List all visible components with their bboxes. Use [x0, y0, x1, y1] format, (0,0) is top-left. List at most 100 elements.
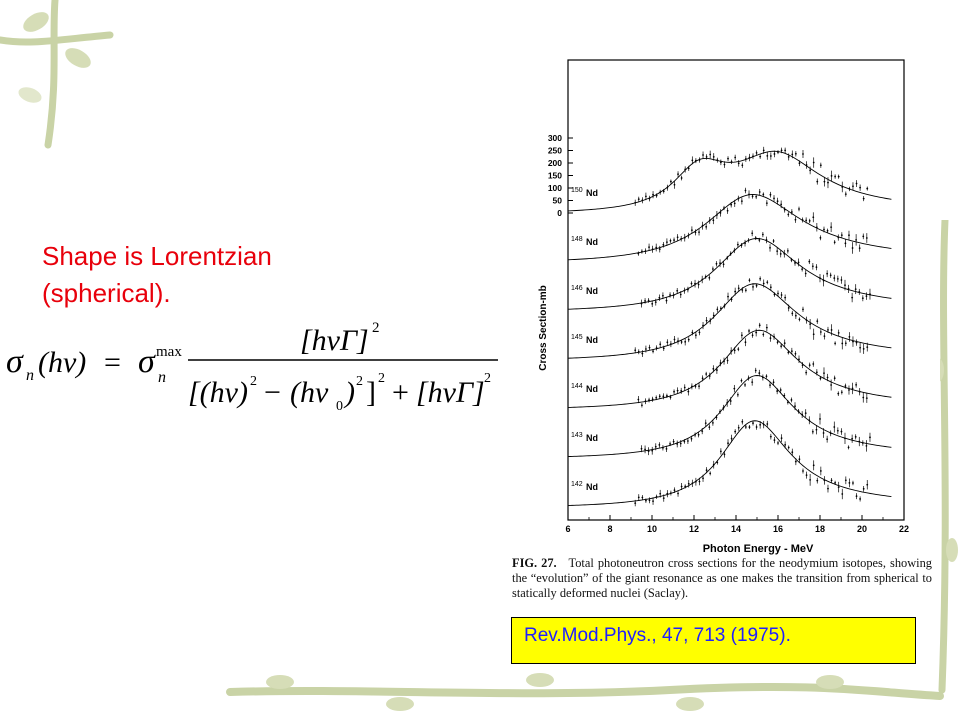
- data-point: [808, 260, 811, 263]
- data-point: [848, 234, 850, 237]
- data-point: [648, 246, 650, 248]
- data-point: [658, 395, 661, 398]
- data-point: [766, 281, 769, 284]
- data-point: [869, 436, 871, 439]
- data-point: [676, 389, 679, 392]
- data-point: [841, 342, 844, 345]
- formula-lhs-arg: (hν): [38, 346, 86, 379]
- data-point: [687, 234, 690, 237]
- data-point: [844, 284, 846, 287]
- data-point: [751, 232, 754, 235]
- data-point: [708, 276, 711, 279]
- data-point: [769, 435, 772, 438]
- data-point: [708, 426, 711, 429]
- data-point: [648, 346, 651, 349]
- data-point: [748, 156, 751, 159]
- formula-numerator-exp: 2: [372, 320, 380, 336]
- caption-label: FIG. 27.: [512, 556, 557, 570]
- data-point: [641, 352, 644, 355]
- data-point: [740, 244, 743, 247]
- data-point: [727, 295, 729, 298]
- data-point: [847, 288, 850, 290]
- data-point: [673, 489, 676, 492]
- data-point: [798, 318, 801, 321]
- data-point: [741, 164, 744, 167]
- data-point: [644, 250, 647, 253]
- formula-den-exp4: 2: [484, 371, 491, 386]
- data-point: [654, 301, 657, 304]
- data-point: [830, 384, 833, 386]
- data-point: [748, 193, 750, 196]
- data-point: [859, 186, 862, 189]
- data-point: [736, 243, 739, 246]
- data-point: [737, 426, 740, 429]
- data-point: [715, 416, 718, 419]
- data-point: [852, 340, 854, 343]
- data-point: [762, 423, 765, 426]
- data-point: [676, 443, 679, 445]
- data-point: [858, 247, 861, 250]
- data-point: [812, 333, 815, 336]
- data-point: [687, 338, 690, 341]
- data-point: [755, 284, 758, 287]
- data-point: [651, 398, 654, 401]
- x-tick-label: 10: [647, 524, 657, 534]
- data-point: [670, 343, 672, 345]
- data-point: [697, 283, 700, 286]
- data-point: [841, 186, 844, 188]
- data-point: [805, 164, 808, 166]
- data-point: [716, 461, 719, 464]
- data-point: [773, 153, 776, 155]
- data-point: [705, 319, 708, 322]
- data-point: [780, 294, 783, 296]
- data-point: [815, 226, 818, 229]
- data-point: [777, 151, 779, 154]
- data-point: [637, 198, 640, 201]
- data-point: [780, 149, 783, 152]
- data-point: [740, 379, 743, 382]
- data-point: [691, 482, 694, 485]
- data-point: [830, 174, 833, 177]
- data-point: [844, 342, 847, 345]
- note-line-2: (spherical).: [42, 278, 171, 308]
- data-point: [730, 160, 733, 163]
- data-point: [694, 231, 697, 234]
- data-point: [684, 168, 687, 171]
- curve-150Nd: [567, 150, 892, 212]
- data-point: [758, 191, 761, 193]
- data-point: [801, 364, 804, 367]
- data-point: [658, 296, 661, 299]
- data-point: [766, 423, 769, 425]
- data-point: [805, 219, 808, 222]
- data-point: [801, 268, 804, 271]
- formula-den-part3: ): [343, 376, 355, 409]
- data-point: [672, 294, 675, 297]
- data-point: [698, 331, 701, 334]
- data-point: [780, 203, 783, 206]
- data-point: [737, 197, 740, 200]
- data-point: [819, 470, 822, 472]
- data-point: [647, 299, 650, 302]
- data-point: [729, 400, 732, 402]
- data-point: [677, 173, 679, 176]
- data-point: [723, 453, 726, 456]
- data-point: [862, 396, 865, 399]
- data-point: [841, 493, 844, 495]
- data-point: [826, 438, 829, 441]
- data-point: [783, 394, 786, 397]
- data-point: [637, 252, 640, 255]
- data-point: [784, 443, 787, 446]
- data-point: [812, 464, 815, 467]
- data-point: [809, 169, 812, 172]
- data-point: [812, 161, 815, 164]
- x-tick-label: 6: [565, 524, 570, 534]
- data-point: [779, 389, 782, 391]
- data-point: [805, 474, 808, 476]
- data-point: [680, 177, 683, 179]
- data-point: [808, 219, 811, 222]
- data-point: [755, 426, 758, 428]
- data-point: [737, 287, 740, 290]
- data-point: [786, 249, 789, 252]
- data-point: [662, 190, 665, 193]
- data-point: [694, 385, 697, 388]
